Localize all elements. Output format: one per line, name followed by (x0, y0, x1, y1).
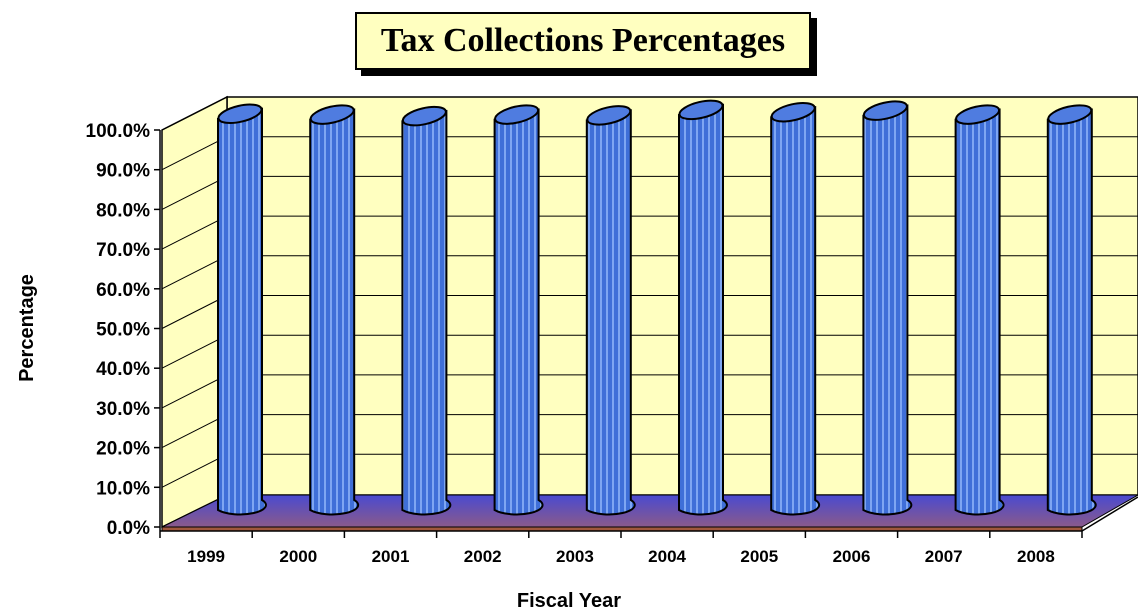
x-tick-label: 2004 (648, 547, 686, 566)
bar-top (309, 104, 355, 125)
x-tick-label: 2008 (1017, 547, 1055, 566)
bar-2003 (585, 105, 636, 516)
bar-top (1047, 104, 1093, 125)
bar-body (1046, 108, 1097, 516)
chart-title: Tax Collections Percentages (355, 12, 811, 70)
y-tick-label: 60.0% (96, 280, 150, 301)
gridline-side (161, 175, 228, 210)
bar-top (586, 105, 632, 126)
y-tick-label: 80.0% (96, 200, 150, 221)
x-tick-label: 2005 (740, 547, 778, 566)
bar-body (309, 108, 360, 516)
gridline-side (161, 255, 228, 290)
gridline-side (161, 374, 228, 409)
floor-right-edge (1081, 496, 1138, 532)
bar-2004 (678, 99, 728, 516)
x-ticks: 1999 2000 2001 2002 2003 2004 2005 2006 2007 2008 (159, 531, 1083, 566)
bar-body (401, 109, 452, 516)
gridline-side (161, 215, 228, 250)
bar-body (678, 103, 728, 516)
y-tick-label: 0.0% (107, 518, 150, 539)
x-tick-label: 2003 (556, 547, 594, 566)
bar-2007 (954, 104, 1005, 516)
y-ticks: 0.0% 10.0% 20.0% 30.0% 40.0% 50.0% 60.0% 70.0% 8… (86, 121, 160, 539)
bar-body (770, 105, 821, 516)
bar-2002 (493, 104, 544, 516)
bar-2005 (770, 101, 821, 516)
bar-top (770, 101, 816, 123)
x-tick-label: 2000 (279, 547, 317, 566)
bar-body (217, 107, 267, 516)
y-axis-title: Percentage (16, 274, 38, 382)
bar-2006 (862, 100, 913, 516)
y-tick-label: 90.0% (96, 161, 150, 182)
y-tick-label: 70.0% (96, 240, 150, 261)
bars (217, 99, 1097, 516)
bar-top (494, 104, 540, 125)
x-tick-label: 2001 (372, 547, 410, 566)
gridline-side (161, 334, 228, 369)
bar-body (862, 104, 913, 516)
gridline-side (161, 295, 228, 329)
bar-top (401, 105, 447, 127)
bar-body (585, 109, 636, 516)
y-tick-label: 10.0% (96, 478, 150, 499)
bar-top (678, 99, 724, 121)
x-tick-label: 2007 (925, 547, 963, 566)
bar-top (217, 103, 263, 125)
x-tick-label: 2006 (833, 547, 871, 566)
bar-2001 (401, 105, 452, 516)
gridline-side (161, 136, 228, 171)
y-tick-label: 20.0% (96, 439, 150, 460)
y-tick-label: 100.0% (86, 121, 151, 142)
bar-body (493, 108, 544, 516)
x-tick-label: 1999 (187, 547, 225, 566)
y-tick-label: 50.0% (96, 320, 150, 341)
bar-top (862, 100, 908, 121)
y-tick-label: 40.0% (96, 359, 150, 380)
gridline-side (161, 453, 228, 488)
y-tick-label: 30.0% (96, 399, 150, 420)
gridline-side (161, 414, 228, 449)
x-tick-label: 2002 (464, 547, 502, 566)
bar-body (954, 108, 1005, 516)
bar-top (955, 104, 1001, 125)
bar-1999 (217, 103, 267, 516)
bar-2000 (309, 104, 360, 516)
x-axis-title: Fiscal Year (517, 590, 621, 612)
bar-2008 (1046, 104, 1097, 516)
gridline-side (161, 96, 228, 131)
